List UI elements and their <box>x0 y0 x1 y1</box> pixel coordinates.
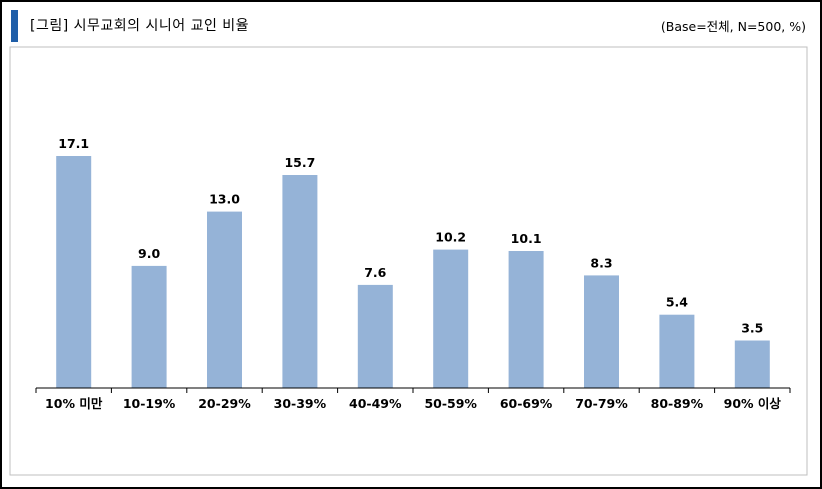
bar <box>282 175 318 388</box>
bar <box>357 284 393 388</box>
bar-value-label: 7.6 <box>364 265 386 280</box>
bar-value-label: 10.2 <box>435 230 466 245</box>
bar-value-label: 9.0 <box>138 246 160 261</box>
bar-value-label: 10.1 <box>511 231 542 246</box>
x-tick-label: 10-19% <box>123 396 176 411</box>
chart-title: [그림] 시무교회의 시니어 교인 비율 <box>30 18 250 34</box>
x-tick-label: 20-29% <box>198 396 251 411</box>
x-tick-label: 70-79% <box>575 396 628 411</box>
bar <box>207 211 242 388</box>
x-tick-label: 40-49% <box>349 396 402 411</box>
bar <box>734 340 770 388</box>
bar-value-label: 13.0 <box>209 192 240 207</box>
bar <box>508 251 544 388</box>
x-tick-label: 80-89% <box>651 396 704 411</box>
bar-value-label: 8.3 <box>590 255 612 270</box>
bar <box>56 156 92 388</box>
bar-value-label: 3.5 <box>741 321 763 336</box>
bar <box>131 265 167 388</box>
bar-value-label: 15.7 <box>284 155 315 170</box>
bar-value-label: 17.1 <box>58 136 89 151</box>
bar <box>659 314 695 388</box>
x-tick-label: 10% 미만 <box>45 396 103 411</box>
bar-value-label: 5.4 <box>666 295 688 310</box>
x-tick-label: 50-59% <box>424 396 477 411</box>
bar <box>433 249 469 388</box>
bar <box>584 275 619 388</box>
plot-area <box>9 46 808 476</box>
bar-group: 17.1 9.0 13.0 15.7 7.6 10.2 10.1 8.3 5.4 3.5 <box>56 136 770 388</box>
x-tick-label: 30-39% <box>274 396 327 411</box>
x-tick-label: 60-69% <box>500 396 553 411</box>
base-note: (Base=전체, N=500, %) <box>660 19 806 34</box>
x-axis-ticks: 10% 미만 10-19% 20-29% 30-39% 40-49% 50-59% 60-6… <box>35 388 791 411</box>
title-accent-bar <box>11 10 18 42</box>
x-tick-label: 90% 이상 <box>724 396 782 411</box>
